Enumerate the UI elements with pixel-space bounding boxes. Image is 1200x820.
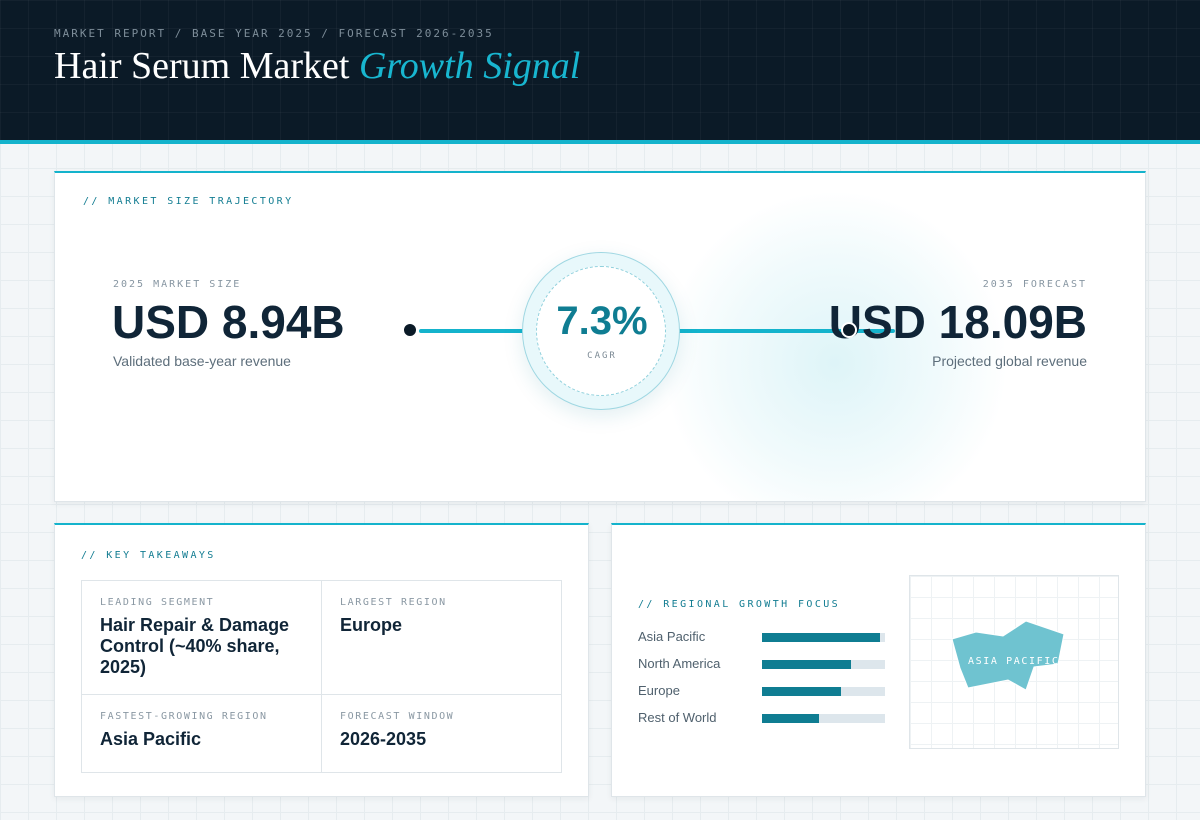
region-row: North America (638, 656, 888, 672)
takeaway-cell: LEADING SEGMENT Hair Repair & Damage Con… (82, 581, 322, 695)
regional-growth-card: // REGIONAL GROWTH FOCUS Asia Pacific No… (611, 523, 1146, 797)
region-name: Asia Pacific (638, 629, 706, 644)
region-map: ASIA PACIFIC (909, 575, 1119, 749)
takeaway-value: Hair Repair & Damage Control (~40% share… (100, 615, 290, 677)
takeaway-key: LEADING SEGMENT (100, 597, 215, 608)
region-bar-fill (762, 714, 819, 723)
region-row: Europe (638, 683, 888, 699)
takeaway-cell: FORECAST WINDOW 2026-2035 (322, 695, 561, 772)
takeaways-grid: LEADING SEGMENT Hair Repair & Damage Con… (81, 580, 562, 773)
region-row: Asia Pacific (638, 629, 888, 645)
key-takeaways-card: // KEY TAKEAWAYS LEADING SEGMENT Hair Re… (54, 523, 589, 797)
forecast-year-label: 2035 FORECAST (982, 279, 1087, 290)
region-bar-fill (762, 687, 841, 696)
end-point-dot (841, 322, 857, 338)
forecast-market-size-value: USD 18.09B (828, 296, 1087, 348)
takeaway-value: Europe (340, 615, 403, 635)
region-row: Rest of World (638, 710, 888, 726)
title-accent: Growth Signal (358, 45, 581, 87)
region-name: Rest of World (638, 710, 717, 725)
forecast-caption: Projected global revenue (932, 353, 1087, 369)
takeaways-section-label: // KEY TAKEAWAYS (81, 550, 216, 561)
trajectory-section-label: // MARKET SIZE TRAJECTORY (83, 196, 294, 207)
region-bar-track (762, 633, 885, 642)
region-bar-track (762, 660, 885, 669)
start-market-size-value: USD 8.94B (112, 296, 345, 348)
report-breadcrumb: MARKET REPORT / BASE YEAR 2025 / FORECAS… (54, 27, 494, 40)
takeaway-cell: FASTEST-GROWING REGION Asia Pacific (82, 695, 322, 772)
title-main: Hair Serum Market (54, 45, 350, 87)
cagr-inner-ring: 7.3% CAGR (536, 266, 666, 396)
region-bar-track (762, 687, 885, 696)
region-name: North America (638, 656, 721, 671)
start-caption: Validated base-year revenue (113, 353, 291, 369)
takeaway-cell: LARGEST REGION Europe (322, 581, 561, 695)
asia-pacific-map-shape (951, 620, 1065, 691)
region-bar-track (762, 714, 885, 723)
background-glow (665, 193, 1005, 501)
region-bar-fill (762, 660, 851, 669)
regional-section-label: // REGIONAL GROWTH FOCUS (638, 599, 841, 610)
takeaway-value: 2026-2035 (340, 729, 427, 749)
header-banner: MARKET REPORT / BASE YEAR 2025 / FORECAS… (0, 0, 1200, 144)
start-point-dot (402, 322, 418, 338)
market-size-trajectory-card: // MARKET SIZE TRAJECTORY 2025 MARKET SI… (54, 171, 1146, 502)
map-region-label: ASIA PACIFIC (968, 656, 1060, 667)
takeaway-key: FORECAST WINDOW (340, 711, 455, 722)
cagr-label: CAGR (587, 351, 617, 361)
cagr-value: 7.3% (556, 299, 648, 343)
takeaway-key: LARGEST REGION (340, 597, 447, 608)
takeaway-key: FASTEST-GROWING REGION (100, 711, 268, 722)
start-year-label: 2025 MARKET SIZE (113, 279, 242, 290)
region-name: Europe (638, 683, 680, 698)
cagr-badge: 7.3% CAGR (522, 252, 680, 410)
region-bar-fill (762, 633, 881, 642)
page-title: Hair Serum Market Growth Signal (54, 44, 580, 88)
takeaway-value: Asia Pacific (100, 729, 202, 749)
